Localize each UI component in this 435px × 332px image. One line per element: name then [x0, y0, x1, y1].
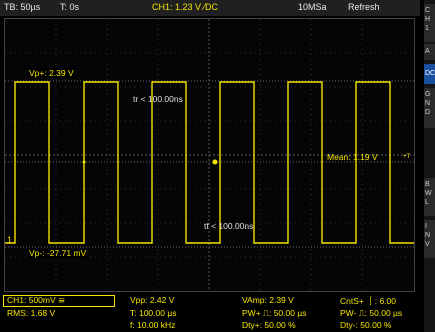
ch1-ground-marker[interactable]: 1 [7, 235, 13, 245]
softkey-ch1[interactable]: C H 1 [424, 4, 435, 42]
sample-rate-readout: 10MSa [298, 2, 327, 12]
vamp-readout: VAmp: 2.39 V [242, 295, 294, 305]
softkey-ac[interactable]: A [424, 44, 435, 60]
square-wave-trace [5, 81, 414, 244]
vp-minus-label: Vp-: -27.71 mV [29, 248, 87, 258]
softkey-inv[interactable]: I N V [424, 220, 435, 258]
softkey-gnd[interactable]: G N D [424, 88, 435, 128]
waveform-screen: Vp+: 2.39 V Vp-: -27.71 mV tr < 100.00ns… [4, 18, 415, 292]
acquisition-mode-readout[interactable]: Refresh [348, 2, 380, 12]
pw-minus-readout: PW- ⎍: 50.00 µs [340, 308, 403, 318]
ch1-setting-readout[interactable]: CH1: 1.23 V ⁄DC [152, 2, 219, 12]
side-softkey-menu: C H 1 A DC G N D B W L I N V [424, 0, 435, 332]
status-bar: TB: 50µs T: 0s CH1: 1.23 V ⁄DC 10MSa Ref… [0, 0, 420, 16]
fall-time-label: tf < 100.00ns [204, 221, 254, 231]
vp-plus-label: Vp+: 2.39 V [29, 68, 74, 78]
measurement-panel: CH1: 500mV ≅ RMS: 1.68 V Vpp: 2.42 V T: … [0, 292, 424, 332]
graticule [5, 19, 414, 291]
rms-readout: RMS: 1.68 V [7, 308, 56, 318]
trigger-marker[interactable]: +T [403, 154, 411, 160]
duty-plus-readout: Dty+: 50.00 % [242, 320, 296, 330]
time-offset-readout[interactable]: T: 0s [60, 2, 80, 12]
ch1-scale-readout[interactable]: CH1: 500mV ≅ [7, 295, 66, 305]
count-plus-readout: CntS+ ⎰: 6.00 [340, 296, 396, 306]
pw-plus-readout: PW+ ⎍: 50.00 µs [242, 308, 307, 318]
vpp-readout: Vpp: 2.42 V [130, 295, 175, 305]
softkey-dc[interactable]: DC [424, 64, 435, 84]
softkey-bwl[interactable]: B W L [424, 178, 435, 216]
timebase-readout[interactable]: TB: 50µs [4, 2, 41, 12]
period-readout: T: 100.00 µs [130, 308, 177, 318]
duty-minus-readout: Dty-: 50.00 % [340, 320, 392, 330]
frequency-readout: f: 10.00 kHz [130, 320, 176, 330]
rise-time-label: tr < 100.00ns [133, 94, 183, 104]
ch1-scale-box[interactable] [3, 295, 115, 307]
mean-label: Mean: 1.19 V [327, 152, 378, 162]
